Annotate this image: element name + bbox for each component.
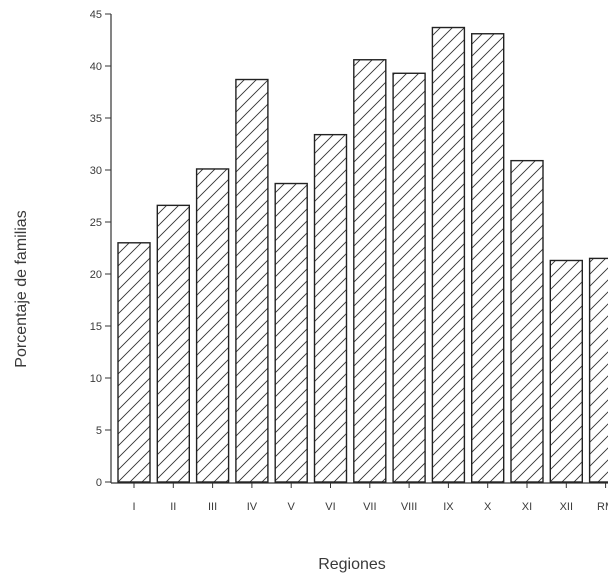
x-tick-label: RM [597,501,608,513]
x-tick-label: XI [522,501,532,513]
y-tick-label: 25 [90,217,102,229]
x-tick-label: II [170,501,176,513]
y-tick-label: 20 [90,269,102,281]
bar-XI [510,159,544,483]
x-axis: IIIIIIIVVVIVIIVIIIIXXXIXIIRM [111,482,608,513]
x-tick-label: V [288,501,296,513]
bar-VI [313,133,348,483]
bar-II [156,204,191,483]
bar-I [117,242,151,483]
x-axis-title: Regiones [318,556,386,573]
bar-IV [235,78,269,483]
x-tick-label: XII [560,501,573,513]
y-tick-label: 0 [96,477,102,489]
bar-RM [588,257,608,483]
x-tick-label: X [484,501,492,513]
x-tick-label: IX [443,501,454,513]
bars [117,26,608,483]
x-tick-label: IV [247,501,258,513]
bar-VII [353,59,387,483]
bar-III [195,168,230,483]
y-tick-label: 5 [96,425,102,437]
y-axis: 0 5 10 15 20 25 30 35 40 45 [90,9,112,489]
bar-X [471,33,505,483]
y-tick-label: 40 [90,61,102,73]
bar-XII [549,259,583,483]
x-tick-label: VIII [401,501,418,513]
y-tick-label: 30 [90,165,102,177]
x-tick-label: I [132,501,135,513]
bar-IX [431,26,466,483]
bar-V [274,182,308,483]
y-tick-label: 10 [90,373,102,385]
x-tick-label: III [208,501,217,513]
x-tick-label: VI [325,501,335,513]
y-tick-label: 15 [90,321,102,333]
bar-VIII [392,72,426,483]
x-tick-label: VII [363,501,376,513]
y-tick-label: 35 [90,113,102,125]
y-axis-title: Porcentaje de familias [13,210,30,367]
y-tick-label: 45 [90,9,102,21]
